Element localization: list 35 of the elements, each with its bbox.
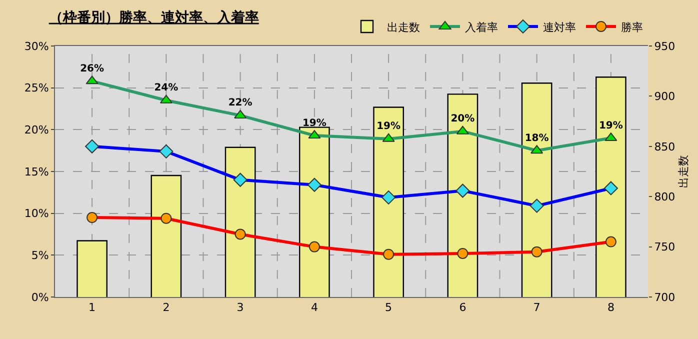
y2-tick-label: 850	[654, 140, 676, 154]
legend-label: 入着率	[465, 20, 498, 34]
y-tick-label: 20%	[24, 124, 49, 137]
y-tick-label: 5%	[31, 249, 49, 262]
y2-tick-label: 750	[654, 240, 676, 254]
y2-tick-label: 950	[654, 40, 676, 53]
data-label: 19%	[598, 120, 623, 132]
x-tick-label: 8	[607, 301, 614, 314]
x-tick-label: 6	[459, 301, 466, 314]
legend-label: 連対率	[543, 20, 576, 34]
y-tick-label: 0%	[31, 290, 49, 304]
data-label: 19%	[376, 121, 401, 132]
y2-axis-title: 出走数	[677, 155, 690, 188]
data-label: 18%	[524, 132, 549, 144]
y2-tick-label: 900	[654, 90, 676, 104]
data-label: 22%	[228, 98, 252, 109]
data-label: 24%	[154, 82, 178, 94]
y-tick-label: 25%	[24, 82, 49, 95]
legend-label: 出走数	[387, 20, 420, 34]
x-tick-label: 5	[385, 301, 392, 314]
y2-tick-label: 800	[654, 190, 676, 204]
y-tick-label: 30%	[24, 40, 49, 53]
x-tick-label: 7	[533, 301, 540, 314]
y-tick-label: 15%	[24, 165, 49, 178]
legend-label: 勝率	[621, 20, 643, 34]
x-tick-label: 1	[88, 301, 96, 314]
y-tick-label: 10%	[24, 207, 49, 220]
data-label: 20%	[450, 114, 475, 125]
x-tick-label: 4	[310, 301, 318, 314]
x-tick-label: 2	[162, 301, 170, 314]
chart-title: （枠番別）勝率、連対率、入着率	[48, 8, 259, 26]
x-tick-label: 3	[236, 301, 244, 314]
y2-tick-label: 700	[654, 290, 676, 304]
data-label: 19%	[302, 118, 326, 129]
data-label: 26%	[80, 63, 104, 74]
